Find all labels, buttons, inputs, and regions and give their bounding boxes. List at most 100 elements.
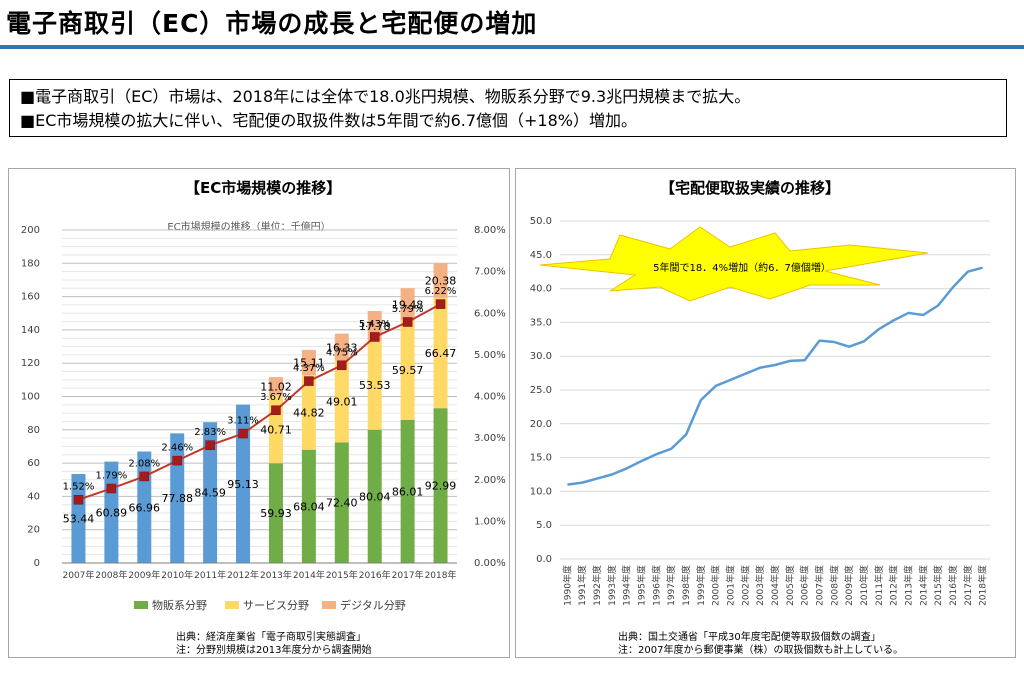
title-underline [0, 45, 1024, 49]
total-value-label: 95.13 [227, 478, 259, 491]
x-tick-label: 2005年度 [784, 565, 796, 606]
digital-value-label: 15.11 [293, 357, 325, 370]
bar-digital [301, 349, 316, 376]
ratio-label: 3.11% [227, 416, 259, 427]
y2-tick-label: 5.00% [474, 350, 506, 361]
total-value-label: 60.89 [96, 506, 128, 519]
x-tick-label: 2014年度 [917, 565, 929, 606]
ec-source-line-1: 出典：経済産業省「電子商取引実態調査」 [176, 632, 366, 643]
x-tick-label: 1992年度 [591, 565, 603, 606]
goods-value-label: 80.04 [359, 490, 391, 503]
total-value-label: 53.44 [63, 513, 95, 526]
y-tick-label: 35.0 [530, 317, 552, 328]
parcel-source-note: 出典：国土交通省「平成30年度宅配便等取扱個数の調査」 注：2007年度から郵便… [618, 631, 903, 657]
ratio-line [78, 303, 442, 501]
x-tick-label: 1994年度 [621, 565, 633, 606]
x-tick-label: 2018年度 [977, 565, 989, 606]
ratio-label: 3.67% [260, 392, 292, 403]
legend-swatch [322, 601, 336, 609]
service-value-label: 44.82 [293, 406, 325, 419]
bar-digital [433, 263, 448, 298]
legend-swatch [134, 601, 148, 609]
bar-digital [400, 288, 415, 321]
callout-text: 5年間で18．4%増加（約6．7億個増） [653, 261, 831, 274]
x-tick-label: 2018年 [425, 569, 457, 581]
parcel-volume-chart: 0.0 5.0 10.0 15.0 20.0 25.0 30.0 35.0 40.0 45.0 50… [520, 205, 1014, 625]
legend-swatch [225, 601, 239, 609]
bar-total [170, 433, 185, 563]
x-tick-label: 1998年度 [680, 565, 692, 606]
y2-tick-label: 8.00% [474, 225, 506, 236]
goods-value-label: 86.01 [392, 485, 424, 498]
total-value-label: 77.88 [161, 492, 193, 505]
bar-service [334, 360, 349, 443]
x-tick-label: 2016年 [359, 569, 391, 581]
summary-line-2: ■EC市場規模の拡大に伴い、宅配便の取扱件数は5年間で約6.7億個（+18%）増… [20, 111, 637, 130]
y-tick-label: 30.0 [530, 351, 552, 362]
ratio-marker [238, 428, 248, 439]
x-tick-label: 2001年度 [725, 565, 737, 606]
x-tick-label: 2013年度 [902, 565, 914, 606]
bar-service [367, 340, 382, 430]
y-tick-label: 160 [21, 292, 40, 303]
bar-digital [268, 377, 283, 396]
x-tick-label: 1993年度 [606, 565, 618, 606]
bar-goods [268, 463, 283, 563]
y-tick-label: 80 [27, 425, 40, 436]
ratio-label: 4.75% [326, 347, 358, 358]
ec-chart-title: EC市場規模の推移（単位：千億円） [167, 220, 330, 233]
ec-source-note: 出典：経済産業省「電子商取引実態調査」 注：分野別規模は2013年度分から調査開… [176, 631, 371, 657]
y-tick-label: 15.0 [530, 453, 552, 464]
y-tick-label: 50.0 [530, 216, 552, 227]
y-tick-label: 40.0 [530, 284, 552, 295]
page-title: 電子商取引（EC）市場の成長と宅配便の増加 [6, 9, 538, 38]
callout-starburst [539, 226, 929, 302]
y-tick-label: 25.0 [530, 385, 552, 396]
y2-tick-label: 3.00% [474, 433, 506, 444]
ratio-label: 5.79% [392, 304, 424, 315]
bar-total [236, 404, 251, 563]
bar-digital [334, 333, 349, 361]
x-tick-label: 1996年度 [650, 565, 662, 606]
x-tick-label: 2009年度 [843, 565, 855, 606]
x-tick-label: 2011年度 [873, 565, 885, 606]
y-tick-label: 20 [27, 525, 40, 536]
x-tick-label: 1991年度 [576, 565, 588, 606]
ratio-label: 2.83% [194, 427, 226, 438]
x-tick-label: 2008年度 [828, 565, 840, 606]
ratio-label: 1.79% [95, 470, 127, 481]
bar-goods [367, 429, 382, 563]
x-tick-label: 2009年 [128, 569, 160, 581]
x-tick-label: 1990年度 [561, 565, 573, 606]
y2-tick-label: 2.00% [474, 475, 506, 486]
ratio-marker [205, 440, 215, 450]
summary-box: ■電子商取引（EC）市場は、2018年には全体で18.0兆円規模、物販系分野で9… [9, 79, 1007, 137]
y-tick-label: 10.0 [530, 486, 552, 497]
y2-tick-label: 1.00% [474, 516, 506, 527]
goods-value-label: 72.40 [326, 497, 358, 510]
service-value-label: 59.57 [392, 364, 424, 377]
digital-value-label: 17.78 [359, 320, 391, 333]
x-tick-label: 2002年度 [739, 565, 751, 606]
ratio-marker [369, 332, 380, 342]
ratio-marker [139, 471, 150, 482]
digital-value-label: 16.33 [326, 341, 358, 354]
x-tick-label: 2013年 [260, 569, 292, 581]
y-tick-label: 0.0 [536, 554, 552, 565]
x-tick-label: 1995年度 [636, 565, 648, 606]
service-value-label: 40.71 [260, 423, 292, 436]
y-tick-label: 100 [21, 392, 40, 403]
ratio-label: 2.46% [161, 443, 193, 454]
ratio-label: 5.43% [359, 319, 391, 330]
x-tick-label: 2012年 [227, 569, 259, 581]
x-tick-label: 2006年度 [799, 565, 811, 606]
bar-service [433, 297, 448, 409]
parcel-panel-heading: 【宅配便取扱実績の推移】 [660, 179, 841, 197]
goods-value-label: 92.99 [425, 480, 457, 493]
y-tick-label: 45.0 [530, 250, 552, 261]
y-tick-label: 140 [21, 325, 40, 336]
goods-value-label: 68.04 [293, 500, 325, 513]
ratio-label: 4.37% [293, 363, 325, 374]
x-tick-label: 2010年 [161, 569, 193, 581]
summary-line-1: ■電子商取引（EC）市場は、2018年には全体で18.0兆円規模、物販系分野で9… [20, 87, 751, 106]
